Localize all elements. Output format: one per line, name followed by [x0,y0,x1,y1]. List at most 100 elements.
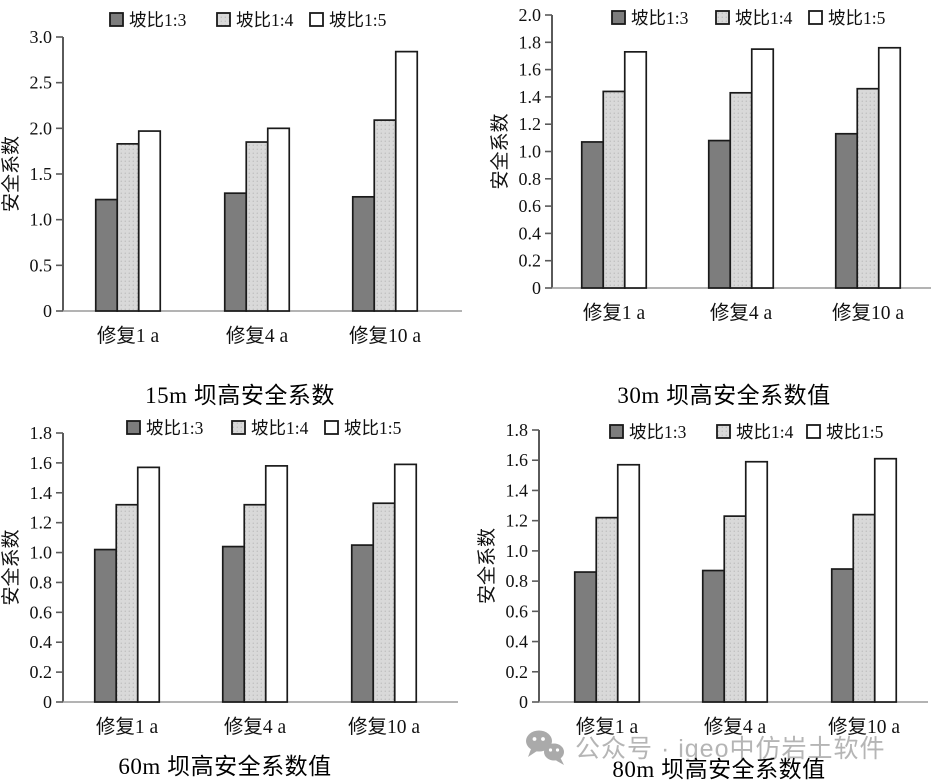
x-category-label: 修复10 a [349,325,421,347]
y-axis-ticks: 0 0.5 1.0 1.5 2.0 2.5 3.0 [30,27,63,321]
bar [595,516,619,703]
legend: 坡比1:3 坡比1:4 坡比1:5 [609,422,884,442]
x-category-label: 修复10 a [828,716,900,738]
y-tick-label: 1.4 [506,480,529,500]
y-tick-label: 0.2 [506,662,529,682]
y-tick-label: 1.6 [30,453,53,473]
y-axis-ticks: 0 0.2 0.4 0.6 0.8 1.0 1.2 1.4 1.6 1.8 [30,423,63,712]
legend: 坡比1:3 坡比1:4 坡比1:5 [109,10,387,30]
legend-label: 坡比1:4 [251,418,309,438]
y-tick-label: 0 [43,301,52,321]
y-tick-label: 0.8 [506,571,529,591]
bar-chart-30m: 0 0.2 0.4 0.6 0.8 1.0 1.2 1.4 1.6 1.8 2.0 安全系数 坡比1:3… [489,5,931,324]
y-tick-label: 0.4 [506,632,529,652]
y-tick-label: 0.4 [519,223,542,243]
x-category-label: 修复1 a [583,302,646,324]
legend-label: 坡比1:5 [826,422,884,442]
bar [372,502,396,703]
y-tick-label: 1.2 [519,114,542,134]
y-tick-label: 0 [532,278,541,298]
y-axis-label: 安全系数 [0,529,22,605]
y-tick-label: 1.0 [30,543,53,563]
y-tick-label: 0.4 [30,632,53,652]
bar [602,90,626,289]
y-tick-label: 0 [43,692,52,712]
x-category-label: 修复4 a [224,716,287,738]
bar [264,465,289,703]
y-tick-label: 1.2 [30,513,53,533]
bar [115,503,139,703]
y-tick-label: 1.8 [506,420,529,440]
bar [623,51,648,289]
bar [94,198,119,312]
legend: 坡比1:3 坡比1:4 坡比1:5 [611,8,886,28]
bar [136,466,161,703]
bar [830,568,855,703]
bars [573,457,898,703]
legend-label: 坡比1:5 [344,418,402,438]
bar [394,50,419,312]
legend-label: 坡比1:5 [828,8,886,28]
y-tick-label: 0.6 [506,601,529,621]
watermark-text: 公众号 · igeo中仿岩土软件 [575,735,886,763]
bar [750,48,775,289]
y-axis-label: 安全系数 [0,136,22,212]
bar [580,141,605,289]
bar [723,515,747,703]
bar [744,460,769,703]
bar [351,195,376,312]
bar [852,513,876,703]
y-tick-label: 1.6 [506,450,529,470]
bars [93,463,418,703]
y-axis-label: 安全系数 [476,528,498,604]
legend-swatch [126,420,141,435]
y-tick-label: 1.4 [30,483,53,503]
x-category-label: 修复1 a [97,325,160,347]
legend-swatch [324,420,339,435]
bar [616,463,641,703]
legend-swatch [231,420,246,435]
bar [834,132,859,289]
y-tick-label: 1.0 [519,142,542,162]
bar [393,463,418,703]
y-tick-label: 0.2 [30,662,53,682]
legend-label: 坡比1:3 [629,422,687,442]
y-tick-label: 2.5 [30,73,53,93]
legend-label: 坡比1:3 [631,8,689,28]
y-tick-label: 1.2 [506,511,529,531]
bar [701,569,726,703]
bars [94,50,419,312]
y-tick-label: 0.5 [30,255,53,275]
bar [877,46,902,289]
y-tick-label: 1.0 [506,541,529,561]
y-tick-label: 0.8 [519,169,542,189]
x-category-label: 修复10 a [348,716,420,738]
bar [116,143,140,312]
bars [580,46,902,289]
chart-title-30m: 30m 坝高安全系数值 [617,383,831,408]
bar [223,192,248,312]
y-tick-label: 1.5 [30,164,53,184]
x-category-label: 修复10 a [832,302,904,324]
x-category-label: 修复1 a [576,716,639,738]
bar [707,139,732,289]
bar [373,119,397,312]
watermark: 公众号 · igeo中仿岩土软件 [524,727,885,767]
legend-swatch [611,10,626,25]
legend-label: 坡比1:3 [129,10,187,30]
x-category-label: 修复4 a [226,325,289,347]
bar [93,548,118,703]
bar [245,141,269,312]
legend-swatch [309,12,324,27]
legend-swatch [808,10,823,25]
bar [856,87,880,289]
y-tick-label: 3.0 [30,27,53,47]
x-category-label: 修复1 a [96,716,159,738]
legend-swatch [609,424,624,439]
y-axis-ticks: 0 0.2 0.4 0.6 0.8 1.0 1.2 1.4 1.6 1.8 2.0 [519,5,552,298]
y-tick-label: 2.0 [519,5,542,25]
legend-swatch [715,10,730,25]
wechat-icon [526,730,564,765]
legend-label: 坡比1:3 [146,418,204,438]
